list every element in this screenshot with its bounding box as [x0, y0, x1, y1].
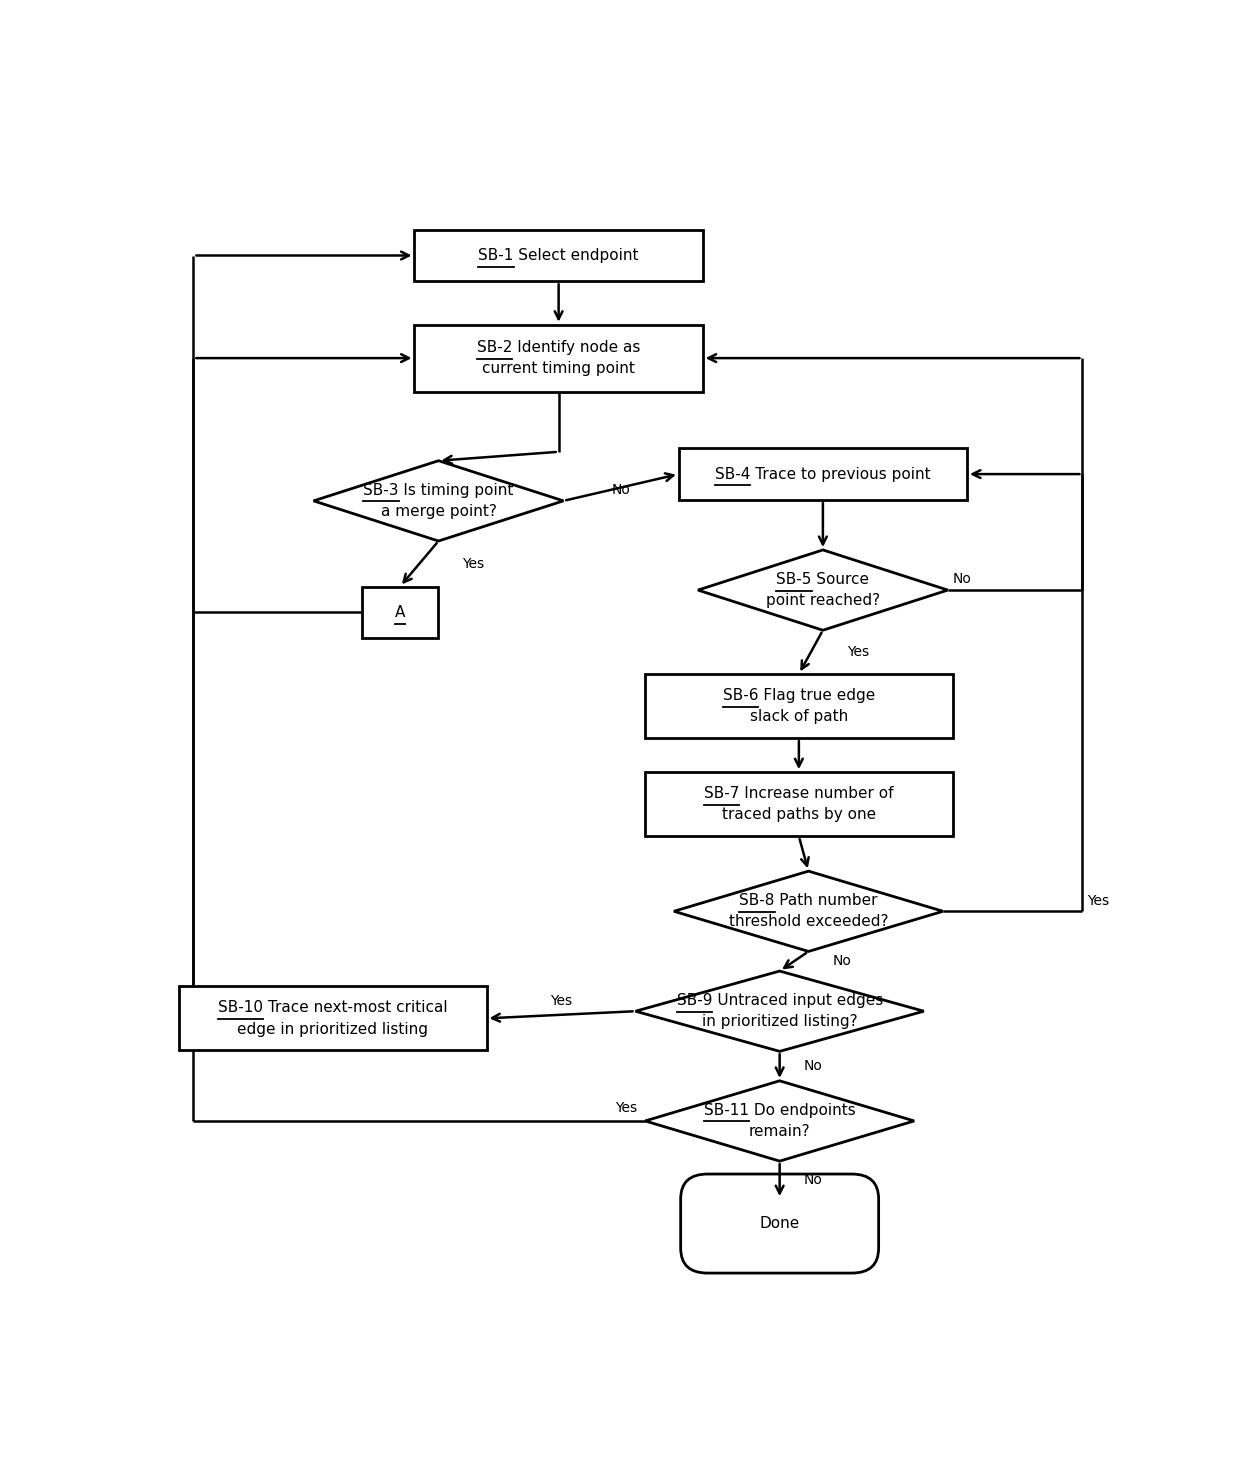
Text: a merge point?: a merge point? [381, 504, 496, 520]
Text: Done: Done [760, 1216, 800, 1231]
Text: slack of path: slack of path [750, 710, 848, 724]
Text: edge in prioritized listing: edge in prioritized listing [237, 1022, 428, 1037]
FancyBboxPatch shape [362, 587, 439, 638]
Text: threshold exceeded?: threshold exceeded? [729, 914, 888, 930]
Text: SB-11 Do endpoints: SB-11 Do endpoints [704, 1102, 856, 1118]
Text: No: No [611, 483, 630, 498]
Text: SB-2 Identify node as: SB-2 Identify node as [477, 340, 640, 355]
Text: No: No [804, 1058, 822, 1073]
FancyBboxPatch shape [414, 324, 703, 391]
Text: current timing point: current timing point [482, 361, 635, 377]
FancyBboxPatch shape [678, 448, 967, 499]
Polygon shape [675, 872, 944, 952]
Text: remain?: remain? [749, 1124, 811, 1139]
Text: point reached?: point reached? [766, 593, 880, 609]
Text: Yes: Yes [551, 993, 572, 1007]
Text: SB-9 Untraced input edges: SB-9 Untraced input edges [677, 993, 883, 1007]
FancyBboxPatch shape [179, 987, 486, 1051]
Text: SB-7 Increase number of: SB-7 Increase number of [704, 785, 894, 802]
Text: SB-10 Trace next-most critical: SB-10 Trace next-most critical [218, 1000, 448, 1015]
Polygon shape [314, 461, 563, 542]
FancyBboxPatch shape [645, 675, 952, 739]
Text: SB-4 Trace to previous point: SB-4 Trace to previous point [715, 467, 931, 482]
Text: A: A [394, 604, 405, 620]
Polygon shape [635, 971, 924, 1051]
Text: traced paths by one: traced paths by one [722, 807, 875, 822]
Text: No: No [952, 572, 971, 587]
Text: Yes: Yes [463, 556, 485, 571]
FancyBboxPatch shape [645, 772, 952, 837]
Text: SB-5 Source: SB-5 Source [776, 572, 869, 587]
Text: in prioritized listing?: in prioritized listing? [702, 1015, 858, 1029]
Text: Yes: Yes [847, 645, 869, 658]
FancyBboxPatch shape [681, 1174, 879, 1273]
FancyBboxPatch shape [414, 229, 703, 282]
Polygon shape [645, 1080, 914, 1161]
Polygon shape [698, 550, 947, 631]
Text: SB-3 Is timing point: SB-3 Is timing point [363, 483, 513, 498]
Text: Yes: Yes [1087, 894, 1110, 908]
Text: SB-6 Flag true edge: SB-6 Flag true edge [723, 688, 875, 702]
Text: No: No [804, 1172, 822, 1187]
Text: SB-8 Path number: SB-8 Path number [739, 894, 878, 908]
Text: No: No [832, 955, 852, 968]
Text: Yes: Yes [615, 1101, 637, 1115]
Text: SB-1 Select endpoint: SB-1 Select endpoint [479, 248, 639, 263]
